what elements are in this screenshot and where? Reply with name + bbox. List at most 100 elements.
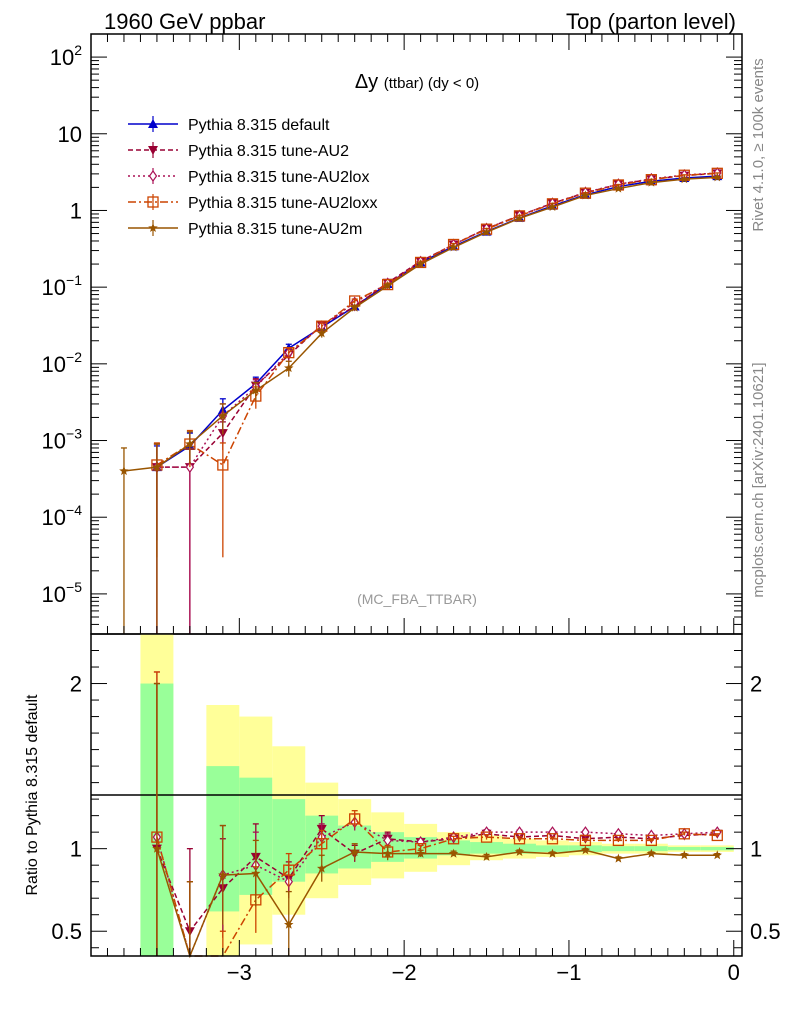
plot-title-main: Δy [355,71,378,93]
ratio-point [513,833,526,845]
ratio-point [317,863,327,873]
band-inner [700,847,734,851]
data-point [613,183,624,193]
data-point [646,177,657,187]
header-left: 1960 GeV ppbar [104,9,265,34]
band-inner [470,842,504,854]
data-point [152,462,162,472]
data-point [349,302,360,312]
ratio-y-tick-label: 1 [70,837,82,862]
ratio-point [251,868,261,878]
ratio-point [645,834,658,847]
data-point [119,466,129,476]
data-point [251,385,261,395]
data-point [382,280,393,290]
band-inner [601,846,635,852]
ratio-point [218,870,228,880]
data-point [679,174,690,184]
ratio-point [415,848,426,858]
legend-label: Pythia 8.315 tune-AU2m [188,221,362,238]
x-tick-label: −2 [392,960,417,985]
x-tick-label: 0 [728,960,740,985]
main-y-tick-label: 10−1 [42,272,83,300]
series-AU2 [151,169,723,634]
data-point [382,278,394,291]
ratio-y-tick-label-right: 2 [750,672,762,697]
ratio-point [447,833,460,845]
main-series-layer [119,166,723,634]
ratio-point [646,848,657,858]
ratio-y-axis: 0.5 0.5 1 1 2 2 [51,650,781,949]
legend-marker [148,223,158,232]
ratio-panel: 0.5 0.5 1 1 2 2 −3 −2 −1 0 Ratio to Pythia 8.315… [24,34,781,985]
legend-label: Pythia 8.315 tune-AU2loxx [188,195,377,212]
data-point [185,439,195,449]
legend-item-default: Pythia 8.315 default [128,116,330,134]
data-point [712,172,722,182]
ratio-y-label: Ratio to Pythia 8.315 default [24,694,41,896]
ratio-point [480,831,493,843]
band-inner [437,840,471,856]
ratio-line [156,848,718,959]
series-AU2m [119,172,722,634]
data-point [414,256,427,269]
ratio-point [481,851,492,861]
legend: Pythia 8.315 default Pythia 8.315 tune-AU… [128,116,377,238]
ratio-point [679,850,690,860]
main-y-tick-label: 10−3 [42,426,83,454]
data-point [218,410,228,420]
legend-label: Pythia 8.315 default [188,117,330,134]
legend-marker [148,146,158,155]
legend-marker [148,119,158,128]
data-point [514,213,525,223]
main-y-axis: 10−5 10−4 10−3 10−2 10−1 1 10 102 [42,33,742,635]
main-y-tick-label: 1 [70,198,82,223]
ratio-y-tick-label-right: 0.5 [750,919,781,944]
ratio-point [547,848,558,858]
data-point [284,363,294,373]
plot-title: Δy (ttbar) (dy < 0) [355,71,479,93]
series-line [156,175,718,468]
ratio-y-tick-label-right: 1 [750,837,762,862]
legend-marker [147,196,159,208]
ratio-point [284,919,294,929]
main-y-tick-label: 10−4 [42,502,83,530]
legend-item-AU2lox: Pythia 8.315 tune-AU2lox [128,168,369,186]
ratio-point [546,833,559,845]
band-inner [667,847,701,851]
ratio-frame [90,633,743,957]
data-point [317,328,327,338]
ratio-line [156,817,718,957]
legend-label: Pythia 8.315 tune-AU2 [188,143,349,160]
legend-item-AU2loxx: Pythia 8.315 tune-AU2loxx [128,194,377,212]
x-tick-label: −1 [556,960,581,985]
ratio-y-tick-label: 0.5 [51,919,82,944]
ratio-point [316,838,328,850]
ratio-series-AU2m [152,682,722,959]
ratio-point [382,848,393,858]
x-axis: −3 −2 −1 0 [106,34,740,985]
data-point [579,187,592,199]
main-panel: 10−5 10−4 10−3 10−2 10−1 1 10 102 Δy (ttbar) (d… [42,33,743,635]
legend-label: Pythia 8.315 tune-AU2lox [188,169,369,186]
ratio-series-layer [151,671,723,959]
data-point [448,242,459,252]
series-line [156,172,718,468]
rivet-label: Rivet 4.1.0, ≥ 100k events [750,58,767,231]
legend-item-AU2: Pythia 8.315 tune-AU2 [128,142,349,160]
ratio-point [349,847,360,856]
ratio-line [156,821,718,959]
ratio-point [152,843,162,853]
ratio-point [711,829,723,842]
data-point [283,346,295,359]
plot-title-suffix: (ttbar) (dy < 0) [384,75,479,92]
data-point [481,227,492,237]
data-point [217,459,229,471]
series-line [156,172,718,467]
band-inner [634,846,668,852]
header-right: Top (parton level) [566,9,736,34]
main-y-tick-label: 10−2 [42,349,83,377]
ratio-point [448,848,459,858]
ratio-point [514,847,525,856]
